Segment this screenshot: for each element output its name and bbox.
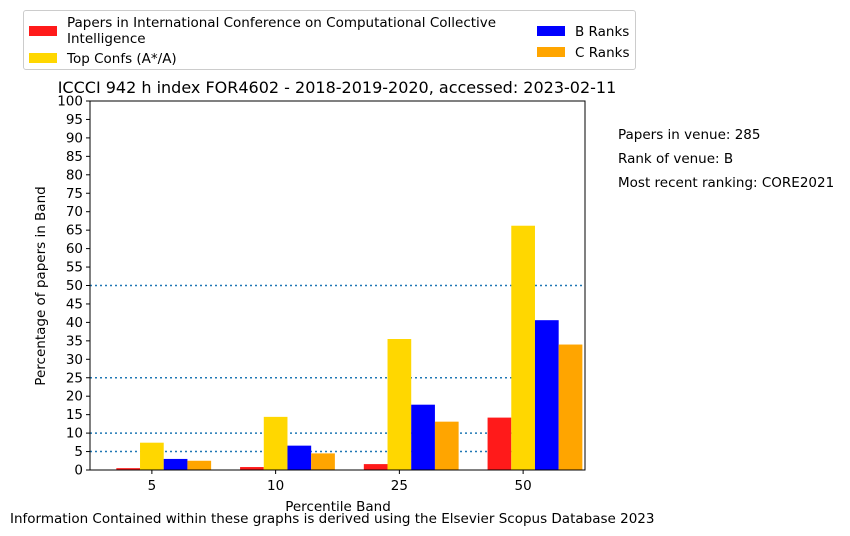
y-tick-label-15: 15 — [66, 407, 83, 423]
bar-c-ranks-25 — [434, 421, 459, 470]
y-tick-label-75: 75 — [66, 186, 83, 202]
legend-label-papers: Papers in International Conference on Co… — [67, 15, 497, 47]
y-tick-label-50: 50 — [66, 278, 83, 294]
bar-b-ranks-50 — [534, 320, 559, 470]
legend-label-b-ranks: B Ranks — [575, 24, 630, 40]
bar-papers-5 — [116, 468, 141, 470]
bar-c-ranks-5 — [187, 460, 212, 470]
legend-swatch-b-ranks — [537, 26, 565, 36]
legend-swatch-papers — [29, 26, 57, 36]
bars — [116, 225, 583, 470]
bar-top-confs-25 — [387, 339, 412, 470]
y-tick-label-85: 85 — [66, 149, 83, 165]
y-tick-label-95: 95 — [66, 112, 83, 128]
y-tick-label-20: 20 — [66, 389, 83, 405]
y-tick-label-35: 35 — [66, 333, 83, 349]
footer-note: Information Contained within these graph… — [10, 511, 655, 527]
x-tick-label-5: 5 — [148, 478, 157, 494]
y-tick-label-25: 25 — [66, 370, 83, 386]
legend-swatch-top-confs — [29, 53, 57, 63]
y-tick-label-40: 40 — [66, 315, 83, 331]
bar-c-ranks-50 — [558, 344, 583, 470]
y-tick-label-30: 30 — [66, 352, 83, 368]
x-axis-ticks: 5 10 25 50 — [148, 470, 532, 494]
bar-c-ranks-10 — [311, 453, 335, 470]
most-recent-ranking: Most recent ranking: CORE2021 — [618, 175, 835, 191]
bar-papers-50 — [487, 417, 512, 470]
y-tick-label-70: 70 — [66, 204, 83, 220]
y-tick-label-5: 5 — [74, 444, 83, 460]
y-tick-label-60: 60 — [66, 241, 83, 257]
y-tick-label-10: 10 — [66, 426, 83, 442]
y-tick-label-55: 55 — [66, 260, 83, 276]
x-tick-label-10: 10 — [267, 478, 284, 494]
legend-swatch-c-ranks — [537, 47, 565, 57]
bar-b-ranks-10 — [287, 445, 312, 470]
y-axis-label: Percentage of papers in Band — [33, 186, 49, 385]
bar-top-confs-5 — [140, 442, 164, 470]
legend-label-top-confs: Top Confs (A*/A) — [67, 51, 177, 67]
rank-of-venue: Rank of venue: B — [618, 151, 734, 167]
legend-label-c-ranks: C Ranks — [575, 45, 630, 61]
y-tick-label-100: 100 — [57, 94, 83, 110]
legend: Papers in International Conference on Co… — [23, 10, 636, 70]
x-tick-label-25: 25 — [391, 478, 408, 494]
bar-b-ranks-25 — [411, 404, 435, 470]
y-tick-label-0: 0 — [74, 463, 83, 479]
bar-papers-10 — [240, 467, 264, 470]
y-axis-ticks: 0 5 10 15 20 25 30 35 40 45 50 55 60 65 70 75 80 85 90 95 10… — [57, 94, 90, 479]
bar-papers-25 — [363, 464, 388, 470]
chart-title: ICCCI 942 h index FOR4602 - 2018-2019-20… — [58, 78, 617, 97]
y-tick-label-45: 45 — [66, 296, 83, 312]
papers-in-venue: Papers in venue: 285 — [618, 127, 761, 143]
x-tick-label-50: 50 — [515, 478, 532, 494]
y-tick-label-65: 65 — [66, 223, 83, 239]
bar-top-confs-10 — [263, 416, 288, 470]
x-axis-label: Percentile Band — [285, 499, 391, 515]
y-tick-label-80: 80 — [66, 167, 83, 183]
bar-top-confs-50 — [511, 225, 535, 470]
plot-frame — [89, 100, 586, 471]
y-tick-label-90: 90 — [66, 130, 83, 146]
bar-b-ranks-5 — [163, 458, 188, 470]
